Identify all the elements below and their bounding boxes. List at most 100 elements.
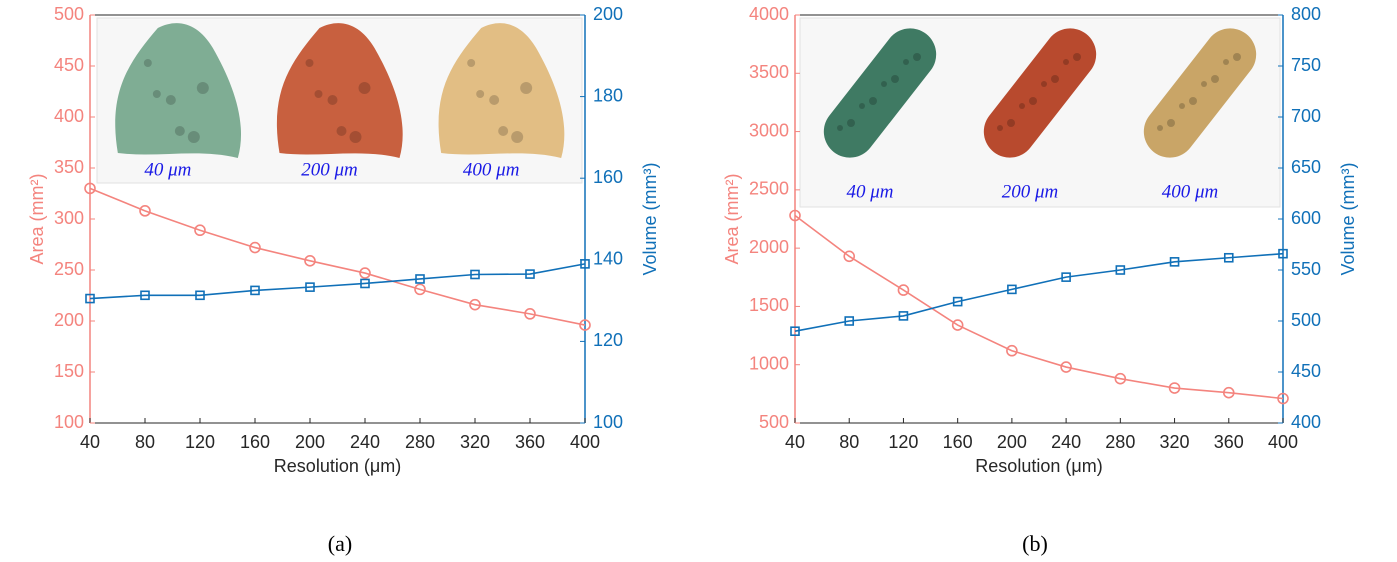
inset-hole	[1201, 81, 1207, 87]
inset-label: 200 μm	[1002, 181, 1059, 202]
x-tick-label: 320	[460, 432, 490, 452]
x-tick-label: 120	[185, 432, 215, 452]
inset-hole	[1019, 103, 1025, 109]
y-tick-label: 100	[54, 412, 84, 432]
inset-hole	[1029, 97, 1037, 105]
inset-hole	[306, 59, 314, 67]
inset-hole	[847, 119, 855, 127]
y2-tick-label: 100	[593, 412, 623, 432]
inset-hole	[1167, 119, 1175, 127]
y2-tick-label: 750	[1291, 55, 1321, 75]
inset-hole	[350, 131, 362, 143]
x-tick-label: 280	[405, 432, 435, 452]
inset-hole	[1007, 119, 1015, 127]
inset-hole	[1211, 75, 1219, 83]
y2-tick-label: 180	[593, 85, 623, 105]
y2-tick-label: 500	[1291, 310, 1321, 330]
x-tick-label: 200	[295, 432, 325, 452]
inset-hole	[997, 125, 1003, 131]
x-tick-label: 400	[1268, 432, 1298, 452]
y-tick-label: 200	[54, 310, 84, 330]
y2-tick-label: 800	[1291, 4, 1321, 24]
y-tick-label: 500	[759, 412, 789, 432]
inset-hole	[498, 126, 508, 136]
inset-hole	[1223, 59, 1229, 65]
x-tick-label: 240	[1051, 432, 1081, 452]
y-tick-label: 2000	[749, 237, 789, 257]
x-tick-label: 80	[839, 432, 859, 452]
inset-label: 400 μm	[463, 159, 520, 180]
y2-tick-label: 550	[1291, 259, 1321, 279]
series-line	[90, 264, 585, 299]
inset-hole	[359, 82, 371, 94]
inset-label: 200 μm	[301, 159, 358, 180]
y-tick-label: 1500	[749, 295, 789, 315]
series-line	[795, 254, 1283, 332]
y-tick-label: 400	[54, 106, 84, 126]
x-tick-label: 320	[1160, 432, 1190, 452]
y-tick-label: 4000	[749, 4, 789, 24]
y-tick-label: 250	[54, 259, 84, 279]
inset-hole	[1051, 75, 1059, 83]
inset-hole	[476, 90, 484, 98]
inset-hole	[1041, 81, 1047, 87]
y-tick-label: 3500	[749, 62, 789, 82]
x-axis-label: Resolution (μm)	[975, 456, 1102, 476]
x-tick-label: 80	[135, 432, 155, 452]
y-tick-label: 3000	[749, 120, 789, 140]
inset-hole	[188, 131, 200, 143]
inset-hole	[1063, 59, 1069, 65]
inset-hole	[1189, 97, 1197, 105]
x-tick-label: 400	[570, 432, 600, 452]
inset-hole	[869, 97, 877, 105]
y-tick-label: 300	[54, 208, 84, 228]
y2-axis-label: Volume (mm³)	[1338, 162, 1358, 275]
x-tick-label: 160	[240, 432, 270, 452]
x-tick-label: 240	[350, 432, 380, 452]
x-tick-label: 160	[943, 432, 973, 452]
x-tick-label: 40	[80, 432, 100, 452]
y2-axis-label: Volume (mm³)	[640, 162, 660, 275]
y-tick-label: 2500	[749, 179, 789, 199]
x-tick-label: 360	[515, 432, 545, 452]
y-axis-label: Area (mm²)	[722, 174, 742, 265]
inset-hole	[1157, 125, 1163, 131]
inset-hole	[1073, 53, 1081, 61]
inset-label: 400 μm	[1162, 181, 1219, 202]
inset-label: 40 μm	[144, 159, 191, 180]
x-tick-label: 280	[1105, 432, 1135, 452]
caption: (a)	[328, 531, 352, 556]
y2-tick-label: 600	[1291, 208, 1321, 228]
x-axis-label: Resolution (μm)	[274, 456, 401, 476]
inset-hole	[175, 126, 185, 136]
y-tick-label: 500	[54, 4, 84, 24]
figure: 40 μm 200 μm 400 μm 40 80 120 160 200 240 280 320 3…	[0, 0, 1397, 562]
x-tick-label: 40	[785, 432, 805, 452]
inset-hole	[489, 95, 499, 105]
y2-tick-label: 400	[1291, 412, 1321, 432]
inset-hole	[859, 103, 865, 109]
x-tick-label: 360	[1214, 432, 1244, 452]
y-tick-label: 1000	[749, 353, 789, 373]
y-tick-label: 350	[54, 157, 84, 177]
y-tick-label: 450	[54, 55, 84, 75]
y2-tick-label: 200	[593, 4, 623, 24]
inset-hole	[144, 59, 152, 67]
series-line	[795, 216, 1283, 399]
inset-hole	[520, 82, 532, 94]
x-tick-label: 200	[997, 432, 1027, 452]
y-axis-label: Area (mm²)	[27, 174, 47, 265]
inset-hole	[337, 126, 347, 136]
y-tick-label: 150	[54, 361, 84, 381]
y2-tick-label: 450	[1291, 361, 1321, 381]
inset-hole	[511, 131, 523, 143]
caption: (b)	[1022, 531, 1048, 556]
inset-hole	[315, 90, 323, 98]
inset-hole	[1233, 53, 1241, 61]
y2-tick-label: 120	[593, 330, 623, 350]
inset-hole	[166, 95, 176, 105]
y2-tick-label: 160	[593, 167, 623, 187]
series-line	[90, 188, 585, 325]
inset-hole	[891, 75, 899, 83]
inset-hole	[913, 53, 921, 61]
